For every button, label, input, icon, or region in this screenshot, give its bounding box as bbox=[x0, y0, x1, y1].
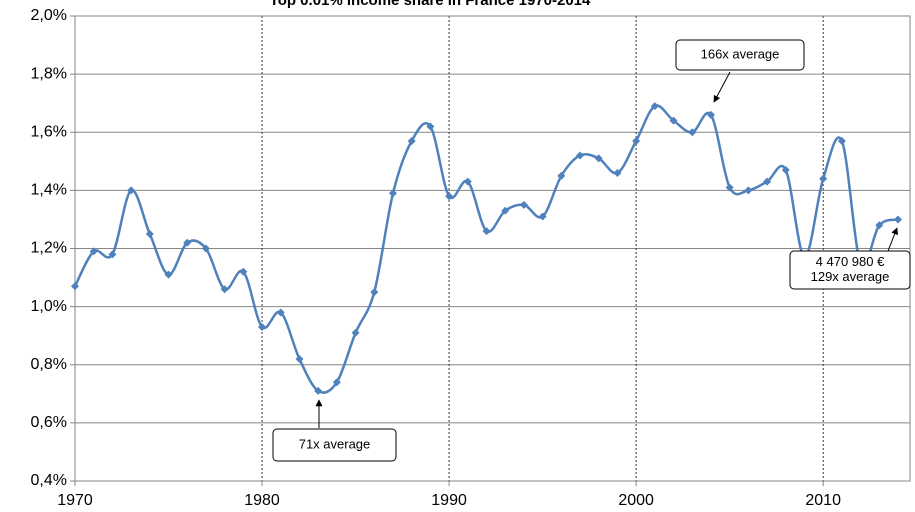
point-marker bbox=[351, 328, 360, 337]
annotation-box bbox=[272, 428, 397, 462]
point-marker bbox=[201, 244, 210, 253]
point-marker bbox=[650, 102, 659, 111]
point-marker bbox=[688, 128, 697, 137]
point-marker bbox=[669, 116, 678, 125]
point-marker bbox=[108, 250, 117, 259]
point-marker bbox=[239, 267, 248, 276]
x-tick-label: 1980 bbox=[244, 492, 280, 509]
annotation-text: 166x average bbox=[701, 46, 780, 61]
point-marker bbox=[557, 171, 566, 180]
point-marker bbox=[370, 288, 379, 297]
point-marker bbox=[71, 282, 79, 291]
point-marker bbox=[482, 227, 491, 236]
point-marker bbox=[819, 174, 828, 183]
chart-title: Top 0.01% income share in France 1970-20… bbox=[270, 0, 591, 9]
x-tick-label: 1970 bbox=[57, 492, 93, 509]
point-marker bbox=[706, 110, 715, 119]
point-marker bbox=[445, 192, 454, 201]
point-marker bbox=[781, 166, 790, 175]
series-line bbox=[73, 104, 899, 394]
y-tick-label: 1,2% bbox=[31, 240, 67, 257]
y-tick-label: 2,0% bbox=[31, 7, 67, 24]
point-marker bbox=[258, 322, 267, 331]
annotation-text: 4 470 980 € bbox=[816, 254, 885, 269]
annotation-text: 71x average bbox=[299, 436, 371, 451]
point-marker bbox=[894, 215, 902, 224]
point-marker bbox=[145, 229, 154, 238]
point-marker bbox=[332, 378, 341, 387]
annotation-arrow bbox=[887, 227, 898, 252]
point-marker bbox=[295, 354, 304, 363]
point-marker bbox=[183, 238, 192, 247]
y-tick-label: 0,6% bbox=[31, 414, 67, 431]
point-marker bbox=[763, 177, 772, 186]
point-marker bbox=[407, 136, 416, 145]
y-tick-label: 1,4% bbox=[31, 182, 67, 199]
annotation-text: 129x average bbox=[811, 269, 890, 284]
point-marker bbox=[463, 177, 472, 186]
y-tick-label: 1,0% bbox=[31, 298, 67, 315]
annotation: 71x average bbox=[272, 399, 397, 462]
point-marker bbox=[725, 183, 734, 192]
point-marker bbox=[314, 386, 323, 395]
annotation-box bbox=[789, 250, 911, 290]
point-marker bbox=[744, 186, 753, 195]
point-marker bbox=[519, 200, 528, 209]
point-marker bbox=[89, 247, 98, 256]
point-marker bbox=[127, 186, 136, 195]
annotation: 166x average bbox=[675, 39, 805, 103]
y-tick-label: 1,8% bbox=[31, 65, 67, 82]
point-marker bbox=[632, 136, 641, 145]
y-tick-label: 1,6% bbox=[31, 123, 67, 140]
point-marker bbox=[594, 154, 603, 163]
x-tick-label: 2000 bbox=[618, 492, 654, 509]
plot-frame bbox=[74, 15, 911, 482]
annotation: 4 470 980 €129x average bbox=[789, 227, 911, 290]
point-marker bbox=[164, 270, 173, 279]
point-marker bbox=[875, 221, 884, 230]
point-marker bbox=[576, 151, 585, 160]
point-marker bbox=[501, 206, 510, 215]
point-marker bbox=[276, 308, 285, 317]
y-tick-label: 0,8% bbox=[31, 356, 67, 373]
point-marker bbox=[388, 189, 397, 198]
point-marker bbox=[426, 122, 435, 131]
point-marker bbox=[613, 168, 622, 177]
x-tick-label: 2010 bbox=[805, 492, 841, 509]
x-tick-label: 1990 bbox=[431, 492, 467, 509]
y-tick-label: 0,4% bbox=[31, 472, 67, 489]
point-marker bbox=[837, 136, 846, 145]
point-marker bbox=[538, 212, 547, 221]
annotation-box bbox=[675, 39, 805, 71]
point-marker bbox=[220, 285, 229, 294]
annotation-arrow bbox=[713, 71, 731, 103]
